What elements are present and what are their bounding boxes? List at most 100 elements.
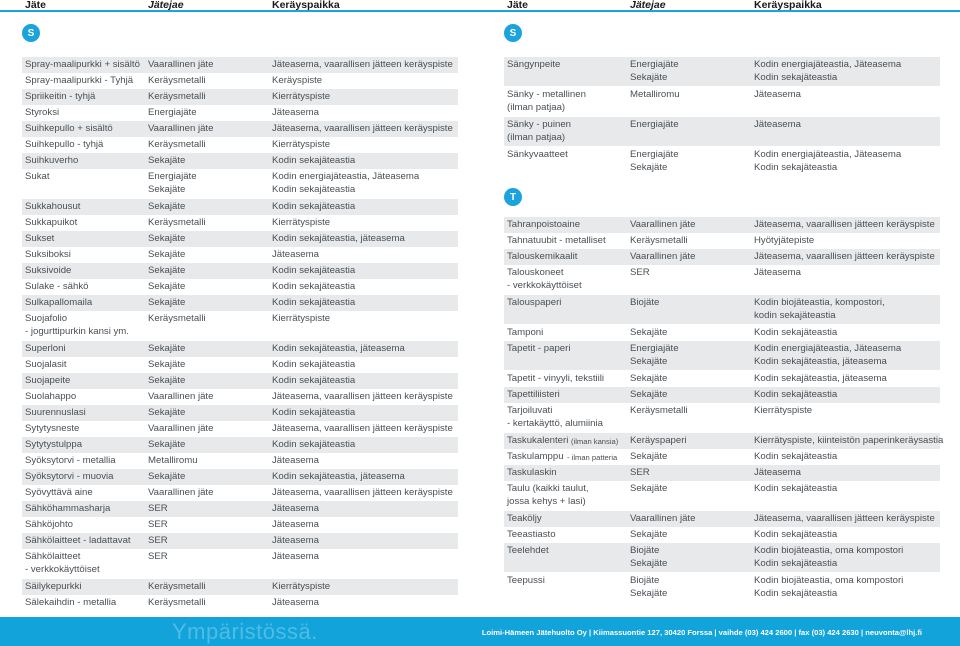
table-row: Suksivoide Sekajäte Kodin sekajäteastia [22, 263, 458, 279]
item-collection-point: Keräyspiste [272, 75, 323, 86]
item-fraction: Sekajäte [630, 389, 668, 400]
table-row: Sukkahousut Sekajäte Kodin sekajäteastia [22, 199, 458, 215]
item-collection-point: Jäteasema, vaarallisen jätteen keräyspis… [272, 391, 453, 402]
item-collection-point: Kodin sekajäteastia, jäteasema [754, 373, 887, 384]
table-row: Sähkölaitteet - verkkokäyttöiset SER Jäteas… [22, 549, 458, 578]
item-collection-point-line2: Kodin sekajäteastia, jäteasema [754, 356, 887, 367]
item-name: Syöksytorvi - metallia [25, 455, 116, 466]
letter-badge-s: S [504, 24, 522, 42]
item-fraction: Vaarallinen jäte [148, 123, 214, 134]
item-collection-point-line2: Kodin sekajäteastia [272, 184, 356, 195]
item-fraction-line2: Sekajäte [630, 558, 668, 569]
table-row: Syöksytorvi - metallia Metalliromu Jätease… [22, 453, 458, 469]
table-row: Suojafolio - jogurttipurkin kansi ym. Kerä… [22, 311, 458, 340]
item-name: Sähköjohto [25, 519, 74, 530]
item-collection-point: Kodin sekajäteastia [272, 359, 356, 370]
table-row: Tapettiliisteri Sekajäte Kodin sekajäteast… [504, 387, 940, 403]
item-name: Teelehdet [507, 545, 549, 556]
item-name: Sälekaihdin - metallia [25, 597, 117, 608]
table-row: Teaköljy Vaarallinen jäte Jäteasema, vaara… [504, 511, 940, 527]
item-fraction: Keräysmetalli [148, 217, 206, 228]
item-collection-point: Kodin sekajäteastia [272, 375, 356, 386]
header-jate: Jäte [25, 0, 47, 11]
item-name: Sukset [25, 233, 55, 244]
item-fraction: Sekajäte [148, 407, 186, 418]
item-fraction: Sekajäte [148, 233, 186, 244]
item-collection-point: Kodin sekajäteastia [272, 201, 356, 212]
table-row: Talouspaperi Biojäte Kodin biojäteastia, k… [504, 295, 940, 324]
table-row: Tapetit - vinyyli, tekstiili Sekajäte Kodi… [504, 371, 940, 387]
table-row: Sähköhammasharja SER Jäteasema [22, 501, 458, 517]
item-collection-point: Kodin sekajäteastia [272, 439, 356, 450]
item-name: Taulu (kaikki taulut, [507, 483, 589, 494]
item-name: Talouspaperi [507, 297, 562, 308]
item-fraction: Sekajäte [630, 529, 668, 540]
item-fraction: Keräysmetalli [148, 75, 206, 86]
item-fraction-line2: Sekajäte [630, 72, 668, 83]
item-fraction-line2: Sekajäte [148, 184, 186, 195]
item-collection-point: Kodin sekajäteastia [272, 281, 356, 292]
item-fraction: Sekajäte [630, 327, 668, 338]
item-name: Spriikeitin - tyhjä [25, 91, 96, 102]
item-collection-point: Kodin sekajäteastia, jäteasema [272, 343, 405, 354]
footer-org: Loimi-Hämeen Jätehuolto Oy [481, 628, 587, 637]
item-fraction: Sekajäte [630, 451, 668, 462]
item-fraction: Metalliromu [630, 89, 680, 100]
item-collection-point: Kodin sekajäteastia [754, 529, 838, 540]
item-name: Suojalasit [25, 359, 67, 370]
item-name: Teepussi [507, 575, 545, 586]
table-row: Tapetit - paperi Energiajäte Sekajäte Kodin… [504, 341, 940, 370]
footer-email[interactable]: neuvonta@lhj.fi [865, 628, 922, 637]
item-name-line2: - kertakäyttö, alumiinia [507, 418, 603, 429]
item-collection-point: Kodin energiajäteastia, Jäteasema [754, 59, 902, 70]
item-fraction: Sekajäte [148, 439, 186, 450]
item-collection-point: Jäteasema [754, 467, 801, 478]
table-row: Taskulaskin SER Jäteasema [504, 465, 940, 481]
item-collection-point: Jäteasema, vaarallisen jätteen keräyspis… [272, 423, 453, 434]
table-row: Taskukalenteri (ilman kansia) Keräyspaperi… [504, 433, 943, 449]
item-fraction-line2: Sekajäte [630, 588, 668, 599]
item-name: Teaköljy [507, 513, 542, 524]
item-collection-point: Kierrätyspiste [272, 581, 331, 592]
item-fraction: SER [148, 503, 168, 514]
item-fraction: Energiajäte [630, 343, 679, 354]
item-fraction: Biojäte [630, 545, 660, 556]
item-collection-point: Kodin sekajäteastia [272, 297, 356, 308]
header-jate: Jäte [507, 0, 529, 11]
item-name: Sukkahousut [25, 201, 81, 212]
item-collection-point: Kodin energiajäteastia, Jäteasema [754, 149, 902, 160]
item-collection-point: Kodin biojäteastia, oma kompostori [754, 545, 904, 556]
item-name: Talouskemikaalit [507, 251, 578, 262]
item-name-line2: - verkkokäyttöiset [507, 280, 582, 291]
item-fraction: Vaarallinen jäte [148, 423, 214, 434]
item-collection-point: Jäteasema, vaarallisen jätteen keräyspis… [272, 123, 453, 134]
footer-phone: vaihde (03) 424 2600 [718, 628, 793, 637]
item-collection-point: Kodin energiajäteastia, Jäteasema [272, 171, 420, 182]
table-row: Talouskemikaalit Vaarallinen jäte Jäteasem… [504, 249, 940, 265]
item-name: Suojafolio [25, 313, 68, 324]
item-name: Taskulamppu [507, 451, 564, 462]
item-name: Sukkapuikot [25, 217, 78, 228]
table-row: Sälekaihdin - metallia Keräysmetalli Jätea… [22, 595, 458, 611]
item-name: Styroksi [25, 107, 60, 118]
item-fraction: Keräysmetalli [148, 597, 206, 608]
item-fraction: Vaarallinen jäte [148, 391, 214, 402]
item-fraction: SER [630, 267, 650, 278]
item-collection-point: Kierrätyspiste [272, 313, 331, 324]
table-row: Suojalasit Sekajäte Kodin sekajäteastia [22, 357, 458, 373]
item-name: Taskukalenteri [507, 435, 569, 446]
item-collection-point: Kodin sekajäteastia [754, 451, 838, 462]
header-jatejae: Jätejae [148, 0, 184, 11]
item-fraction: Keräysmetalli [148, 581, 206, 592]
item-fraction: Vaarallinen jäte [148, 487, 214, 498]
item-name: Suihkuverho [25, 155, 79, 166]
table-row: Spray-maalipurkki - Tyhjä Keräysmetalli Ke… [22, 73, 458, 89]
header-jatejae: Jätejae [630, 0, 666, 11]
item-collection-point-line2: Kodin sekajäteastia [754, 588, 838, 599]
item-collection-point: Kierrätyspiste [272, 91, 331, 102]
item-collection-point: Kodin biojäteastia, oma kompostori [754, 575, 904, 586]
table-row: Sänky - metallinen (ilman patjaa) Metallir… [504, 87, 940, 116]
item-collection-point-line2: kodin sekajäteastia [754, 310, 836, 321]
item-collection-point: Kodin sekajäteastia [272, 407, 356, 418]
item-fraction: Sekajäte [148, 249, 186, 260]
